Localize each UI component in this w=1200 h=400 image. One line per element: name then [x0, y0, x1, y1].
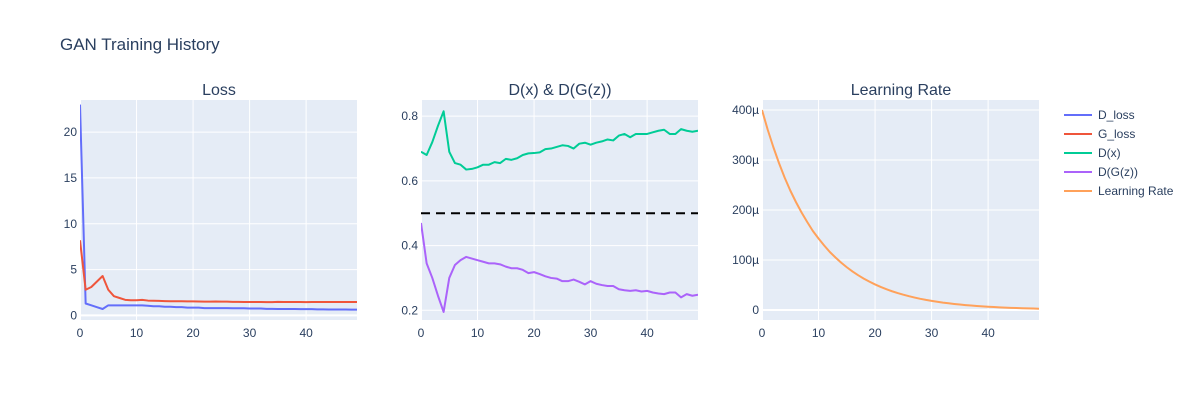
- loss-subplot-title: Loss: [202, 82, 236, 99]
- series-line-G_loss: [80, 240, 357, 304]
- dx-dgz-subplot: D(x) & D(G(z)) 0 10 20 30 40 0.2 0.4 0.6 0.8: [401, 82, 698, 340]
- y-tick-label: 0.2: [401, 303, 418, 317]
- legend-item[interactable]: G_loss: [1064, 127, 1135, 141]
- x-tick-label: 0: [77, 326, 84, 340]
- y-tick-label: 10: [64, 217, 78, 231]
- legend-label: G_loss: [1098, 127, 1135, 141]
- x-tick-label: 0: [759, 326, 766, 340]
- dx-dgz-subplot-title: D(x) & D(G(z)): [508, 82, 611, 99]
- y-tick-label: 100µ: [732, 253, 759, 267]
- y-tick-label: 400µ: [732, 103, 759, 117]
- legend-item[interactable]: D_loss: [1064, 108, 1135, 122]
- series-line-D_loss: [80, 104, 357, 311]
- y-tick-label: 20: [64, 125, 78, 139]
- y-tick-label: 200µ: [732, 203, 759, 217]
- y-tick-label: 0.6: [401, 174, 418, 188]
- legend-label: D_loss: [1098, 108, 1135, 122]
- x-tick-label: 30: [584, 326, 598, 340]
- legend-label: Learning Rate: [1098, 184, 1174, 198]
- y-tick-label: 5: [70, 263, 77, 277]
- x-tick-label: 20: [868, 326, 882, 340]
- x-tick-label: 30: [925, 326, 939, 340]
- x-tick-label: 0: [418, 326, 425, 340]
- x-tick-label: 10: [812, 326, 826, 340]
- x-tick-label: 40: [640, 326, 654, 340]
- x-tick-label: 30: [243, 326, 257, 340]
- y-tick-label: 0.8: [401, 109, 418, 123]
- x-tick-label: 40: [299, 326, 313, 340]
- series-line-D(G(z)): [421, 222, 698, 313]
- y-tick-label: 0: [70, 308, 77, 322]
- legend-item[interactable]: D(G(z)): [1064, 165, 1138, 179]
- page-title: GAN Training History: [60, 35, 220, 54]
- legend-label: D(x): [1098, 146, 1121, 160]
- y-tick-label: 0: [752, 303, 759, 317]
- loss-subplot: Loss 0 10 20 30 40 0 5 10 15 20: [64, 82, 357, 340]
- x-tick-label: 10: [471, 326, 485, 340]
- y-tick-label: 15: [64, 171, 78, 185]
- x-tick-label: 40: [981, 326, 995, 340]
- x-tick-label: 20: [186, 326, 200, 340]
- loss-plot-area: [80, 100, 357, 320]
- x-tick-label: 20: [527, 326, 541, 340]
- x-tick-label: 10: [130, 326, 144, 340]
- series-line-Learning Rate: [762, 109, 1039, 310]
- legend: D_loss G_loss D(x) D(G(z)) Learning Rate: [1064, 108, 1174, 198]
- legend-label: D(G(z)): [1098, 165, 1138, 179]
- series-line-D(x): [421, 110, 698, 171]
- legend-item[interactable]: D(x): [1064, 146, 1121, 160]
- learning-rate-subplot: Learning Rate 0 10 20 30 40 0 100µ 200µ 300µ 400µ: [732, 82, 1039, 340]
- y-tick-label: 300µ: [732, 153, 759, 167]
- learning-rate-subplot-title: Learning Rate: [851, 82, 952, 99]
- dx-dgz-plot-area: [421, 100, 698, 320]
- y-tick-label: 0.4: [401, 239, 418, 253]
- legend-item[interactable]: Learning Rate: [1064, 184, 1174, 198]
